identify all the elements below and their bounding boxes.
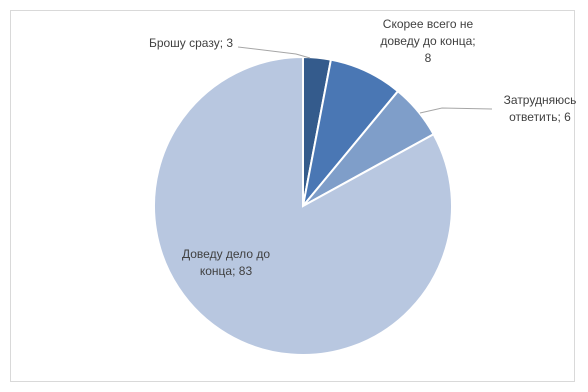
- data-label-3: Затрудняюсь ответить; 6: [504, 93, 577, 124]
- leader-line-3: [419, 107, 493, 114]
- data-labels: Брошу сразу; 3 Скорее всего не доведу до к…: [149, 17, 576, 278]
- data-label-2-line: 8: [425, 51, 432, 65]
- pie-slice-4: [153, 55, 453, 356]
- data-label-4-line: конца; 83: [200, 264, 253, 278]
- data-label-4: Доведу дело до конца; 83: [182, 247, 270, 278]
- data-label-1-line: Брошу сразу; 3: [149, 36, 233, 50]
- data-label-2-line: доведу до конца;: [380, 34, 475, 48]
- data-label-1: Брошу сразу; 3: [149, 36, 233, 50]
- pie-slices: [153, 55, 453, 356]
- data-label-3-line: Затрудняюсь: [504, 93, 577, 107]
- leader-lines: [237, 46, 493, 114]
- data-label-4-line: Доведу дело до: [182, 247, 270, 261]
- data-label-2: Скорее всего не доведу до конца; 8: [380, 17, 475, 65]
- leader-line-1: [237, 46, 311, 59]
- data-label-3-line: ответить; 6: [509, 110, 571, 124]
- data-label-2-line: Скорее всего не: [383, 17, 474, 31]
